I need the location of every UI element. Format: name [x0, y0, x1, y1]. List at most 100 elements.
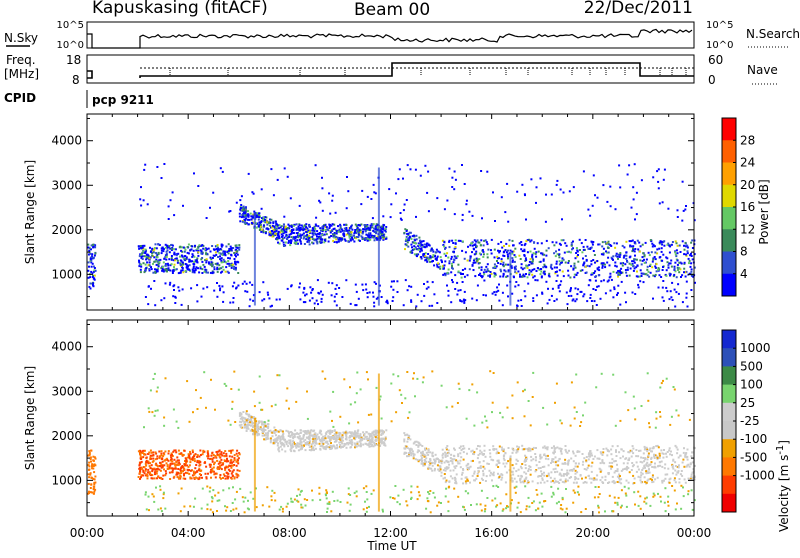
velocity-cell-1587 [483, 460, 485, 462]
velocity-cell-41 [90, 483, 92, 485]
velocity-cell-2052 [545, 447, 547, 449]
velocity-cell-320 [177, 472, 179, 474]
velocity-cell-1693 [672, 472, 674, 474]
power-cell-2377 [558, 287, 560, 289]
power-cell-1411 [404, 228, 406, 230]
power-cell-1814 [537, 242, 539, 244]
velocity-cell-58 [91, 477, 93, 479]
power-cell-1409 [411, 246, 413, 248]
power-cell-1219 [332, 240, 334, 242]
power-cell-1910 [519, 276, 521, 278]
velocity-cell-1168 [380, 434, 382, 436]
velocity-cell-1957 [590, 482, 592, 484]
power-cell-1595 [690, 266, 692, 268]
velocity-cell-1491 [538, 467, 540, 469]
power-cell-2798 [261, 188, 263, 190]
power-cell-2672 [561, 218, 563, 220]
power-cell-2168 [553, 252, 555, 254]
power-cell-2713 [172, 191, 174, 193]
velocity-cell-455 [138, 468, 140, 470]
velocity-cell-1405 [407, 447, 409, 449]
velocity-cell-1494 [671, 454, 673, 456]
power-cell-52 [87, 247, 89, 249]
power-cell-1238 [298, 230, 300, 232]
power-cell-1544 [558, 249, 560, 251]
power-cell-1999 [592, 259, 594, 261]
power-cell-2158 [443, 268, 445, 270]
power-cell-1939 [655, 258, 657, 260]
velocity-cell-2021 [505, 481, 507, 483]
power-cell-513 [183, 247, 185, 249]
velocity-cell-1321 [312, 438, 314, 440]
velocity-cell-1548 [645, 472, 647, 474]
power-cell-2353 [181, 304, 183, 306]
velocity-cell-249 [141, 461, 143, 463]
power-cell-2471 [686, 281, 688, 283]
power-cell-2582 [605, 292, 607, 294]
power-cell-987 [317, 225, 319, 227]
power-cell-1619 [455, 239, 457, 241]
power-cell-380 [171, 255, 173, 257]
power-cell-304 [184, 249, 186, 251]
power-cell-144 [212, 257, 214, 259]
power-cell-2243 [501, 258, 503, 260]
power-cell-1838 [601, 267, 603, 269]
power-cell-354 [217, 271, 219, 273]
power-cell-2340 [216, 296, 218, 298]
power-cell-538 [215, 254, 217, 256]
power-cell-2662 [424, 165, 426, 167]
power-cell-2257 [470, 242, 472, 244]
velocity-cell-776 [264, 429, 266, 431]
power-cell-2478 [547, 302, 549, 304]
power-cell-1317 [332, 223, 334, 225]
power-cell-2691 [143, 199, 145, 201]
velocity-cell-543 [159, 465, 161, 467]
power-cell-523 [200, 267, 202, 269]
power-cell-1809 [692, 258, 694, 260]
power-cell-1459 [423, 240, 425, 242]
velocity-cell-1517 [585, 477, 587, 479]
velocity-cell-136 [232, 471, 234, 473]
power-cell-2410 [662, 296, 664, 298]
velocity-cell-648 [247, 422, 249, 424]
velocity-cell-341 [235, 473, 237, 475]
power-cell-1477 [430, 250, 432, 252]
power-cell-2311 [423, 283, 425, 285]
power-cell-2696 [453, 188, 455, 190]
velocity-cell-1526 [525, 464, 527, 466]
power-cell-254 [188, 269, 190, 271]
power-cell-2435 [216, 282, 218, 284]
power-cell-1934 [681, 274, 683, 276]
power-cell-2606 [576, 293, 578, 295]
power-cell-2490 [219, 289, 221, 291]
power-cell-746 [275, 220, 277, 222]
power-cell-714 [239, 216, 241, 218]
power-cell-2433 [524, 295, 526, 297]
power-cell-2160 [474, 243, 476, 245]
velocity-cell-1480 [438, 461, 440, 463]
power-cell-485 [204, 271, 206, 273]
power-cell-2095 [671, 266, 673, 268]
power-cell-1758 [616, 253, 618, 255]
power-cell-2346 [232, 301, 234, 303]
power-cell-499 [158, 253, 160, 255]
power-cell-2302 [507, 255, 509, 257]
power-cell-1333 [305, 231, 307, 233]
velocity-cell-1844 [540, 475, 542, 477]
velocity-cell-1216 [299, 435, 301, 437]
power-cell-367 [163, 248, 165, 250]
power-cell-2318 [566, 292, 568, 294]
velocity-cell-1637 [441, 460, 443, 462]
power-cell-2069 [583, 249, 585, 251]
power-cell-1971 [471, 251, 473, 253]
velocity-cell-464 [152, 478, 154, 480]
power-cell-2754 [524, 193, 526, 195]
power-cell-2659 [182, 205, 184, 207]
velocity-cell-1266 [283, 439, 285, 441]
velocity-cell-2047 [562, 481, 564, 483]
velocity-cell-1458 [424, 463, 426, 465]
velocity-cell-1087 [338, 442, 340, 444]
velocity-cell-2054 [484, 468, 486, 470]
velocity-cell-2028 [474, 471, 476, 473]
